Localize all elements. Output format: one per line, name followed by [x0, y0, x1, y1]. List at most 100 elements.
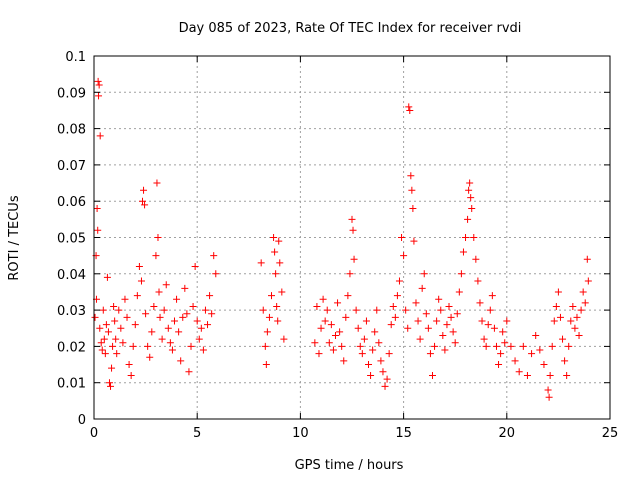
data-point [100, 335, 108, 343]
data-point [569, 302, 577, 310]
x-tick-label: 10 [292, 426, 309, 441]
data-point [404, 324, 412, 332]
y-axis-title: ROTI / TECUs [7, 195, 22, 280]
data-point [402, 306, 410, 314]
y-tick-label: 0.04 [57, 268, 86, 283]
data-point [197, 324, 205, 332]
data-point [377, 357, 385, 365]
data-point [125, 361, 133, 369]
data-point [103, 273, 111, 281]
data-point [313, 302, 321, 310]
data-point [476, 299, 484, 307]
data-point [99, 306, 107, 314]
data-point [111, 317, 119, 325]
data-point [102, 321, 110, 329]
y-tick-label: 0.01 [57, 377, 86, 392]
data-point [179, 313, 187, 321]
data-point [142, 310, 150, 318]
data-point [342, 313, 350, 321]
y-axis-ticks: 0 0.01 0.02 0.03 0.04 0.05 0.06 0.07 0.08 0.09 0.1 [57, 50, 610, 428]
data-point [135, 263, 143, 271]
data-point [315, 350, 323, 358]
data-point [323, 306, 331, 314]
data-point [482, 342, 490, 350]
data-point [548, 342, 556, 350]
data-point [175, 328, 183, 336]
data-point [567, 317, 575, 325]
data-point [273, 302, 281, 310]
data-point [410, 237, 418, 245]
data-point [95, 81, 103, 89]
data-point [139, 197, 147, 205]
data-point [507, 342, 515, 350]
y-tick-label: 0.03 [57, 304, 86, 319]
data-point [424, 324, 432, 332]
data-point [158, 335, 166, 343]
data-point [148, 328, 156, 336]
data-point [115, 306, 123, 314]
data-point [173, 295, 181, 303]
data-point [497, 350, 505, 358]
data-point [168, 346, 176, 354]
data-point [346, 270, 354, 278]
data-point [358, 350, 366, 358]
data-point [262, 361, 270, 369]
data-point [428, 371, 436, 379]
data-point [141, 201, 149, 209]
x-tick-label: 5 [193, 426, 201, 441]
data-point [443, 321, 451, 329]
data-point [96, 132, 104, 140]
data-point [98, 346, 106, 354]
points-layer [91, 77, 592, 401]
data-point [170, 317, 178, 325]
data-point [445, 302, 453, 310]
data-point [110, 302, 118, 310]
data-point [435, 295, 443, 303]
data-point [405, 103, 413, 111]
data-point [554, 288, 562, 296]
data-point [400, 252, 408, 260]
data-point [107, 382, 115, 390]
data-point [91, 313, 99, 321]
data-point [420, 270, 428, 278]
x-tick-label: 25 [602, 426, 619, 441]
data-point [280, 335, 288, 343]
data-point [499, 328, 507, 336]
data-point [381, 382, 389, 390]
data-point [414, 317, 422, 325]
data-point [177, 357, 185, 365]
data-point [449, 328, 457, 336]
data-point [385, 350, 393, 358]
y-tick-label: 0 [78, 413, 86, 428]
y-tick-label: 0.06 [57, 195, 86, 210]
data-point [393, 292, 401, 300]
data-point [431, 342, 439, 350]
data-point [162, 281, 170, 289]
data-point [268, 292, 276, 300]
data-point [383, 375, 391, 383]
data-point [317, 324, 325, 332]
data-point [133, 292, 141, 300]
data-point [571, 324, 579, 332]
data-point [201, 306, 209, 314]
data-point [191, 263, 199, 271]
data-point [406, 106, 414, 114]
data-point [331, 332, 339, 340]
data-point [105, 379, 113, 387]
data-point [466, 179, 474, 187]
data-point [271, 248, 279, 256]
data-point [367, 371, 375, 379]
data-point [329, 346, 337, 354]
data-point [375, 339, 383, 347]
data-point [212, 270, 220, 278]
data-point [459, 248, 467, 256]
data-point [344, 292, 352, 300]
data-point [257, 259, 265, 267]
data-point [451, 339, 459, 347]
y-tick-label: 0.07 [57, 159, 86, 174]
data-point [352, 306, 360, 314]
data-point [121, 295, 129, 303]
data-point [408, 186, 416, 194]
